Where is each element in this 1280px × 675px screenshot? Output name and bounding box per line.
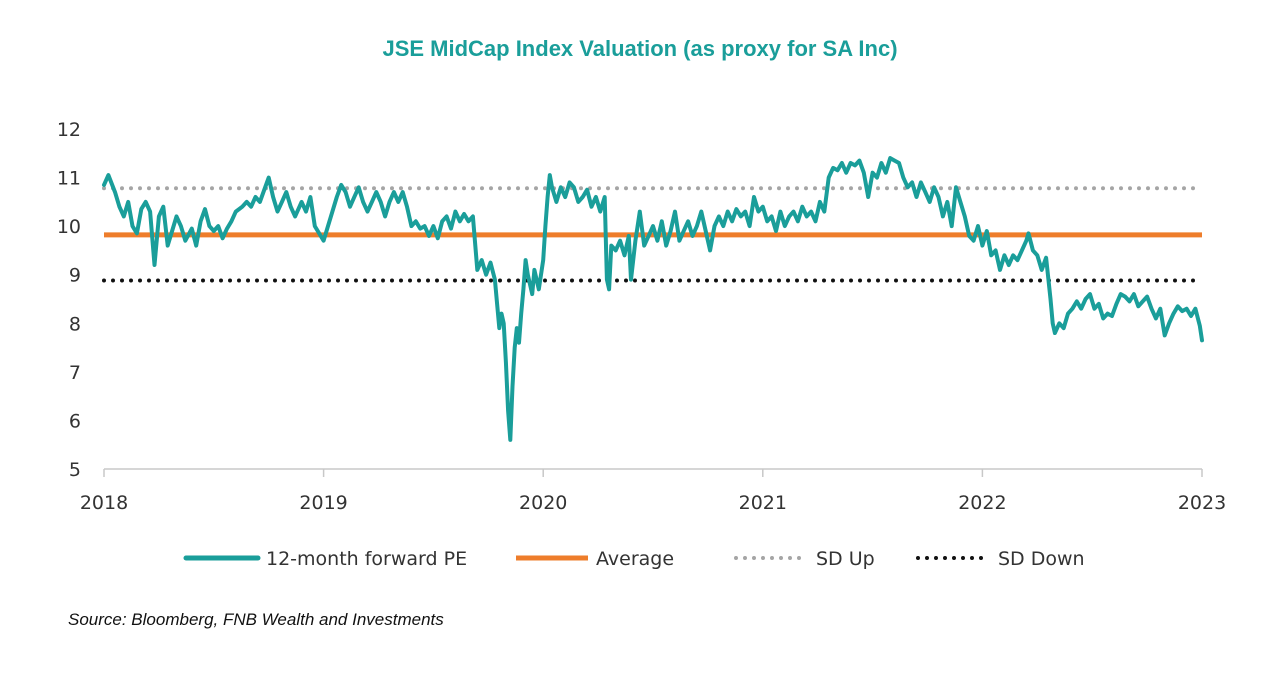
line-chart: 5 6 7 8 9 10 11 12 2018 2019 2020 2021 2022 2023 12-… bbox=[57, 119, 1226, 570]
series-line-12-month-forward-pe bbox=[102, 156, 1204, 442]
legend-label: Average bbox=[596, 548, 674, 570]
legend-label: SD Up bbox=[816, 548, 875, 570]
x-tick-label: 2018 bbox=[80, 492, 128, 514]
series-layer bbox=[102, 156, 1204, 442]
legend-label: SD Down bbox=[998, 548, 1085, 570]
chart-title: JSE MidCap Index Valuation (as proxy for… bbox=[382, 36, 898, 61]
y-tick-label: 8 bbox=[69, 313, 81, 335]
y-axis-ticks: 5 6 7 8 9 10 11 12 bbox=[57, 119, 81, 481]
x-tick-label: 2019 bbox=[299, 492, 347, 514]
y-tick-label: 5 bbox=[69, 459, 81, 481]
x-tick-label: 2023 bbox=[1178, 492, 1226, 514]
y-tick-label: 10 bbox=[57, 216, 81, 238]
y-tick-label: 7 bbox=[69, 362, 81, 384]
x-tick-label: 2020 bbox=[519, 492, 567, 514]
x-axis: 2018 2019 2020 2021 2022 2023 bbox=[80, 468, 1226, 514]
legend: 12-month forward PE Average SD Up SD Down bbox=[183, 548, 1085, 570]
legend-label: 12-month forward PE bbox=[266, 548, 467, 570]
y-tick-label: 12 bbox=[57, 119, 81, 141]
y-tick-label: 11 bbox=[57, 168, 81, 190]
source-note: Source: Bloomberg, FNB Wealth and Invest… bbox=[68, 610, 444, 629]
y-tick-label: 6 bbox=[69, 410, 81, 432]
x-tick-label: 2021 bbox=[739, 492, 787, 514]
x-tick-label: 2022 bbox=[958, 492, 1006, 514]
y-tick-label: 9 bbox=[69, 265, 81, 287]
